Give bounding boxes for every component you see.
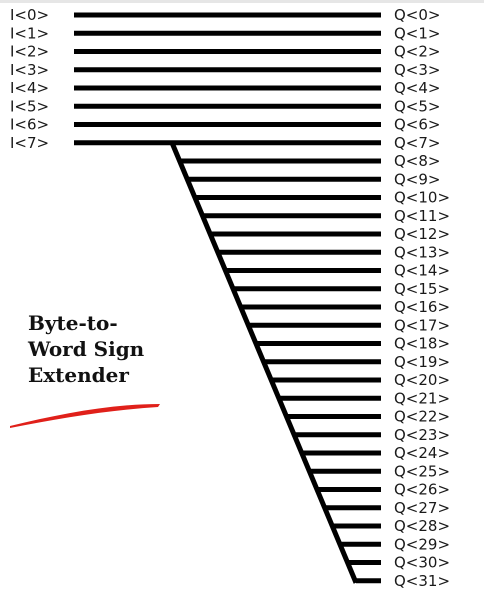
output-label-30: Q<30> — [394, 554, 450, 572]
output-label-10: Q<10> — [394, 189, 450, 207]
output-label-11: Q<11> — [394, 207, 450, 225]
output-label-31: Q<31> — [394, 572, 450, 590]
output-label-28: Q<28> — [394, 517, 450, 535]
output-label-13: Q<13> — [394, 243, 450, 261]
output-label-3: Q<3> — [394, 61, 441, 79]
input-label-5: I<5> — [10, 97, 49, 115]
output-label-18: Q<18> — [394, 335, 450, 353]
title-line-2: Word Sign — [27, 337, 145, 361]
output-label-23: Q<23> — [394, 426, 450, 444]
output-label-8: Q<8> — [394, 152, 441, 170]
input-label-3: I<3> — [10, 61, 49, 79]
output-label-26: Q<26> — [394, 481, 450, 499]
input-label-2: I<2> — [10, 43, 49, 61]
output-label-12: Q<12> — [394, 225, 450, 243]
wire-group — [74, 12, 381, 584]
title-line-1: Byte-to- — [28, 311, 118, 335]
output-label-19: Q<19> — [394, 353, 450, 371]
output-label-4: Q<4> — [394, 79, 441, 97]
red-underline-stroke — [10, 404, 160, 428]
output-label-25: Q<25> — [394, 462, 450, 480]
output-label-9: Q<9> — [394, 170, 441, 188]
output-label-20: Q<20> — [394, 371, 450, 389]
label-group: I<0>I<1>I<2>I<3>I<4>I<5>I<6>I<7> Q<0>Q<1>… — [10, 6, 450, 590]
output-label-0: Q<0> — [394, 6, 441, 24]
output-label-22: Q<22> — [394, 408, 450, 426]
title-line-3: Extender — [28, 363, 129, 387]
top-border — [0, 0, 484, 3]
output-label-5: Q<5> — [394, 97, 441, 115]
output-label-21: Q<21> — [394, 389, 450, 407]
output-label-2: Q<2> — [394, 43, 441, 61]
output-label-29: Q<29> — [394, 535, 450, 553]
output-label-15: Q<15> — [394, 280, 450, 298]
output-label-6: Q<6> — [394, 116, 441, 134]
input-label-6: I<6> — [10, 116, 49, 134]
output-label-1: Q<1> — [394, 24, 441, 42]
output-label-27: Q<27> — [394, 499, 450, 517]
input-label-7: I<7> — [10, 134, 49, 152]
output-label-7: Q<7> — [394, 134, 441, 152]
input-label-4: I<4> — [10, 79, 49, 97]
input-label-1: I<1> — [10, 24, 49, 42]
input-label-0: I<0> — [10, 6, 49, 24]
output-label-24: Q<24> — [394, 444, 450, 462]
output-label-17: Q<17> — [394, 316, 450, 334]
output-label-16: Q<16> — [394, 298, 450, 316]
output-label-14: Q<14> — [394, 262, 450, 280]
